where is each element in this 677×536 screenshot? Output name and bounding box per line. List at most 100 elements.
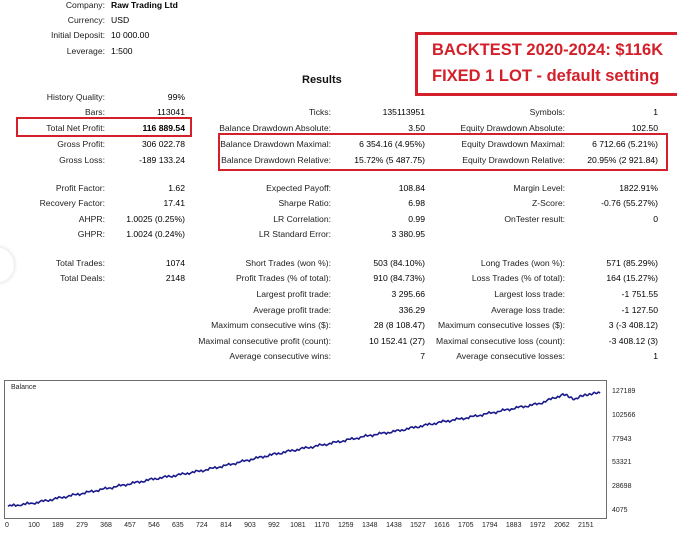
- x-tick-label: 0: [5, 522, 9, 529]
- recovery-factor-label: Recovery Factor:: [39, 198, 105, 208]
- x-tick-label: 1527: [410, 522, 426, 529]
- bal-dd-max-value: 6 354.16 (4.95%): [359, 139, 425, 149]
- x-tick-label: 1348: [361, 522, 378, 529]
- symbols-label: Symbols:: [529, 107, 565, 117]
- lr-correlation-label: LR Correlation:: [273, 214, 331, 224]
- eq-dd-abs-label: Equity Drawdown Absolute:: [460, 123, 565, 133]
- short-trades-label: Short Trades (won %):: [245, 258, 332, 268]
- leverage-label: Leverage:: [66, 46, 105, 56]
- deposit-label: Initial Deposit:: [51, 30, 105, 40]
- eq-dd-max-value: 6 712.66 (5.21%): [592, 139, 658, 149]
- balance-series-line: [7, 391, 601, 508]
- bal-dd-max-label: Balance Drawdown Maximal:: [220, 139, 331, 149]
- maximal-cons-profit-label: Maximal consecutive profit (count):: [198, 336, 331, 346]
- chart-title: Balance: [11, 384, 37, 391]
- avg-cons-wins-label: Average consecutive wins:: [229, 351, 331, 361]
- y-tick-label: 28698: [612, 483, 632, 491]
- balance-chart: Balance 127189 102566 77943 53321 28698 4075 …: [2, 380, 675, 536]
- y-tick-label: 77943: [612, 435, 632, 443]
- margin-level-label: Margin Level:: [513, 183, 565, 193]
- largest-loss-label: Largest loss trade:: [494, 289, 565, 299]
- recovery-factor-value: 17.41: [163, 198, 185, 208]
- total-net-profit-value: 116 889.54: [142, 123, 185, 133]
- x-tick-label: 814: [220, 522, 232, 529]
- company-value: Raw Trading Ltd: [111, 0, 178, 10]
- avg-profit-label: Average profit trade:: [253, 305, 331, 315]
- eq-dd-abs-value: 102.50: [631, 123, 658, 133]
- long-trades-label: Long Trades (won %):: [480, 258, 565, 268]
- avg-loss-label: Average loss trade:: [491, 305, 565, 315]
- currency-label: Currency:: [67, 15, 105, 25]
- balance-chart-frame: Balance: [4, 380, 607, 519]
- largest-profit-value: 3 295.66: [391, 289, 425, 299]
- bal-dd-abs-value: 3.50: [408, 123, 425, 133]
- bal-dd-rel-value: 15.72% (5 487.75): [354, 155, 425, 165]
- x-tick-label: 1794: [481, 522, 498, 529]
- x-tick-label: 1883: [505, 522, 522, 529]
- avg-profit-value: 336.29: [398, 305, 425, 315]
- history-quality-label: History Quality:: [46, 92, 105, 102]
- short-trades-value: 503 (84.10%): [373, 258, 425, 268]
- x-tick-label: 2151: [578, 522, 594, 529]
- avg-cons-losses-label: Average consecutive losses:: [456, 351, 565, 361]
- sharpe-ratio-value: 6.98: [408, 198, 425, 208]
- y-tick-label: 127189: [612, 388, 636, 395]
- eq-dd-rel-label: Equity Drawdown Relative:: [462, 155, 565, 165]
- profit-trades-label: Profit Trades (% of total):: [235, 273, 331, 283]
- currency-value: USD: [111, 15, 130, 25]
- drawdown-highlight: [218, 133, 668, 171]
- balance-line-area: [7, 391, 601, 508]
- banner-line-1: BACKTEST 2020-2024: $116K: [432, 41, 664, 59]
- total-deals-value: 2148: [165, 273, 185, 283]
- x-tick-label: 1081: [290, 522, 306, 529]
- lr-std-error-value: 3 380.95: [391, 229, 425, 239]
- x-tick-label: 903: [244, 522, 256, 529]
- x-tick-label: 1438: [386, 522, 402, 529]
- net-profit-highlight: [16, 117, 192, 137]
- ontester-label: OnTester result:: [504, 214, 565, 224]
- eq-dd-rel-value: 20.95% (2 921.84): [587, 155, 658, 165]
- x-tick-label: 546: [148, 522, 160, 529]
- x-tick-label: 368: [100, 522, 112, 529]
- largest-loss-value: -1 751.55: [621, 289, 658, 299]
- x-tick-label: 1170: [314, 522, 330, 529]
- y-tick-label: 53321: [612, 459, 632, 467]
- maximal-cons-profit-value: 10 152.41 (27): [369, 336, 425, 346]
- ahpr-label: AHPR:: [78, 214, 105, 224]
- ontester-value: 0: [653, 214, 658, 224]
- sharpe-ratio-label: Sharpe Ratio:: [278, 198, 331, 208]
- results-title: Results: [302, 74, 342, 86]
- largest-profit-label: Largest profit trade:: [256, 289, 331, 299]
- loss-trades-value: 164 (15.27%): [606, 273, 658, 283]
- x-tick-label: 1616: [434, 522, 450, 529]
- history-quality-value: 99%: [167, 92, 185, 102]
- side-scroll-handle[interactable]: [0, 247, 14, 283]
- max-cons-losses-label: Maximum consecutive losses ($):: [437, 320, 565, 330]
- z-score-value: -0.76 (55.27%): [601, 198, 658, 208]
- symbols-value: 1: [653, 107, 658, 117]
- max-cons-wins-value: 28 (8 108.47): [373, 320, 425, 330]
- deposit-value: 10 000.00: [111, 30, 150, 40]
- x-tick-label: 279: [76, 522, 88, 529]
- avg-loss-value: -1 127.50: [621, 305, 658, 315]
- gross-profit-value: 306 022.78: [141, 139, 185, 149]
- backtest-banner: BACKTEST 2020-2024: $116K FIXED 1 LOT - …: [415, 32, 677, 96]
- total-trades-value: 1074: [165, 258, 185, 268]
- long-trades-value: 571 (85.29%): [606, 258, 658, 268]
- x-tick-label: 992: [268, 522, 280, 529]
- gross-loss-label: Gross Loss:: [59, 155, 105, 165]
- expected-payoff-value: 108.84: [398, 183, 425, 193]
- gross-loss-value: -189 133.24: [139, 155, 185, 165]
- x-tick-label: 1705: [458, 522, 474, 529]
- max-cons-wins-label: Maximum consecutive wins ($):: [211, 320, 331, 330]
- ghpr-value: 1.0024 (0.24%): [126, 229, 185, 239]
- margin-level-value: 1822.91%: [619, 183, 658, 193]
- banner-line-2: FIXED 1 LOT - default setting: [432, 67, 660, 85]
- x-tick-label: 635: [172, 522, 184, 529]
- y-tick-label: 102566: [612, 411, 636, 419]
- x-tick-label: 189: [52, 522, 64, 529]
- ticks-value: 135113951: [382, 107, 425, 117]
- profit-factor-value: 1.62: [168, 183, 185, 193]
- profit-trades-value: 910 (84.73%): [373, 273, 425, 283]
- x-tick-label: 457: [124, 522, 136, 529]
